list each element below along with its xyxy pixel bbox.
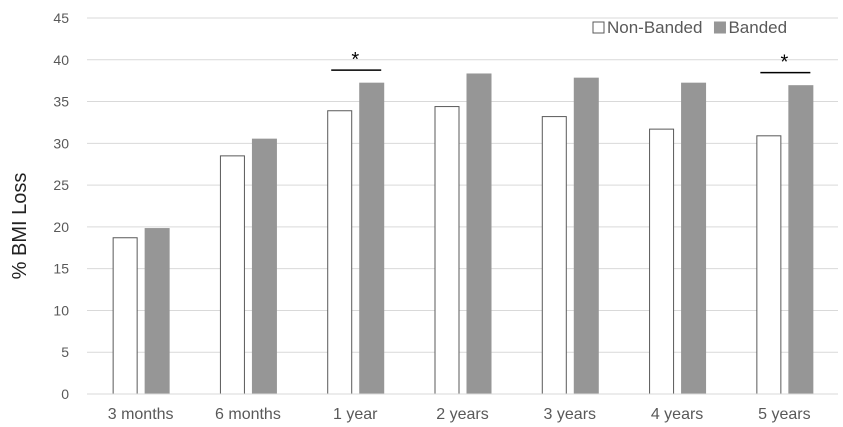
y-axis-label: % BMI Loss bbox=[9, 173, 31, 280]
bar-banded bbox=[788, 85, 814, 395]
bar-banded bbox=[144, 228, 170, 395]
bar-banded bbox=[466, 73, 492, 395]
significance-star: * bbox=[351, 49, 359, 71]
y-axis-ticks: 0 5 10 15 20 25 30 35 40 45 bbox=[53, 10, 69, 402]
bar-banded bbox=[251, 138, 277, 395]
legend: Non-Banded Banded bbox=[592, 18, 787, 37]
y-tick-label: 0 bbox=[61, 386, 69, 402]
y-tick-label: 20 bbox=[53, 219, 69, 235]
y-tick-label: 40 bbox=[53, 52, 69, 68]
bars bbox=[112, 73, 814, 395]
x-category-label: 5 years bbox=[758, 406, 810, 423]
y-tick-label: 45 bbox=[53, 10, 69, 26]
legend-swatch-banded bbox=[713, 21, 726, 34]
bar-non-banded bbox=[649, 128, 675, 395]
x-category-label: 3 months bbox=[108, 406, 174, 423]
bar-non-banded bbox=[112, 237, 138, 395]
bar-banded bbox=[573, 77, 599, 395]
bar-non-banded bbox=[541, 116, 567, 395]
y-tick-label: 35 bbox=[53, 94, 69, 110]
y-tick-label: 15 bbox=[53, 261, 69, 277]
bar-banded bbox=[359, 82, 385, 395]
x-category-label: 6 months bbox=[215, 406, 281, 423]
y-tick-label: 5 bbox=[61, 344, 69, 360]
legend-swatch-non-banded bbox=[592, 21, 605, 34]
bar-non-banded bbox=[756, 135, 782, 395]
significance-star: * bbox=[780, 52, 788, 74]
x-category-label: 2 years bbox=[436, 406, 488, 423]
y-tick-label: 25 bbox=[53, 177, 69, 193]
x-category-label: 1 year bbox=[333, 406, 378, 423]
x-category-label: 3 years bbox=[544, 406, 596, 423]
x-axis-categories: 3 months 6 months 1 year 2 years 3 years 4 ye… bbox=[108, 406, 811, 423]
x-category-label: 4 years bbox=[651, 406, 703, 423]
bar-banded bbox=[681, 82, 707, 395]
y-tick-label: 10 bbox=[53, 302, 69, 318]
legend-label-banded: Banded bbox=[728, 18, 787, 37]
bar-non-banded bbox=[219, 155, 245, 395]
bar-non-banded bbox=[327, 110, 353, 395]
gridlines bbox=[87, 17, 838, 353]
legend-label-non-banded: Non-Banded bbox=[607, 18, 702, 37]
bar-non-banded bbox=[434, 106, 460, 395]
y-tick-label: 30 bbox=[53, 135, 69, 151]
significance-markers: * * bbox=[331, 49, 811, 74]
